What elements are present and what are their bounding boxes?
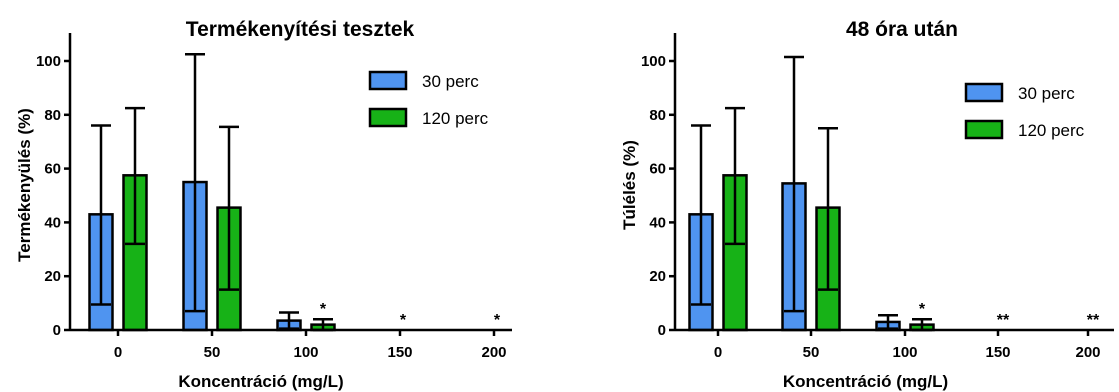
significance-marker: * bbox=[400, 312, 407, 329]
chart-title: 48 óra után bbox=[846, 18, 958, 41]
y-tick-label: 40 bbox=[649, 214, 666, 231]
significance-marker: ** bbox=[1087, 312, 1100, 329]
x-tick-label: 200 bbox=[1075, 344, 1100, 361]
y-tick-label: 20 bbox=[649, 268, 666, 285]
y-tick-label: 0 bbox=[53, 322, 61, 339]
x-tick-label: 0 bbox=[114, 344, 122, 361]
y-axis-label: Termékenyülés (%) bbox=[15, 108, 34, 262]
x-tick-label: 50 bbox=[803, 344, 820, 361]
significance-marker: * bbox=[919, 301, 926, 318]
x-tick-label: 100 bbox=[892, 344, 917, 361]
y-tick-label: 40 bbox=[44, 214, 61, 231]
legend-label: 30 perc bbox=[422, 72, 479, 91]
y-tick-label: 80 bbox=[44, 107, 61, 124]
x-tick-label: 100 bbox=[293, 344, 318, 361]
y-axis-label: Túlélés (%) bbox=[620, 140, 639, 230]
chart-panel-1: Termékenyítési tesztek Termékenyülés (%) K… bbox=[15, 18, 512, 391]
y-tick-label: 60 bbox=[44, 161, 61, 178]
x-tick-label: 0 bbox=[714, 344, 722, 361]
y-tick-label: 100 bbox=[36, 53, 61, 70]
legend-swatch bbox=[964, 82, 1004, 103]
significance-marker: ** bbox=[997, 312, 1010, 329]
chart-title: Termékenyítési tesztek bbox=[186, 18, 415, 41]
legend-label: 30 perc bbox=[1018, 84, 1075, 103]
y-tick-label: 20 bbox=[44, 268, 61, 285]
x-axis-label: Koncentráció (mg/L) bbox=[783, 372, 948, 391]
legend-label: 120 perc bbox=[422, 109, 489, 128]
y-tick-label: 100 bbox=[641, 53, 666, 70]
legend-label: 120 perc bbox=[1018, 121, 1085, 140]
legend-swatch bbox=[368, 107, 408, 128]
y-tick-label: 0 bbox=[658, 322, 666, 339]
x-tick-label: 50 bbox=[204, 344, 221, 361]
x-tick-label: 150 bbox=[387, 344, 412, 361]
x-tick-label: 150 bbox=[985, 344, 1010, 361]
legend-swatch bbox=[964, 119, 1004, 140]
significance-marker: * bbox=[320, 301, 327, 318]
significance-marker: * bbox=[494, 312, 501, 329]
x-axis-label: Koncentráció (mg/L) bbox=[178, 372, 343, 391]
legend-swatch bbox=[368, 70, 408, 91]
y-tick-label: 80 bbox=[649, 107, 666, 124]
y-tick-label: 60 bbox=[649, 161, 666, 178]
chart-panel-2: 48 óra után Túlélés (%) Koncentráció (mg/L… bbox=[620, 18, 1114, 391]
x-tick-label: 200 bbox=[481, 344, 506, 361]
